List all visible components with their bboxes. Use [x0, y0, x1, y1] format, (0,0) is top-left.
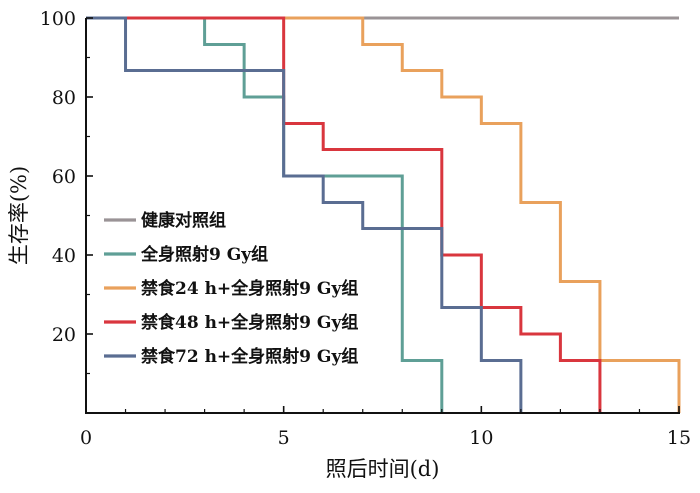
legend-label-4: 禁食48 h+全身照射9 Gy组 — [141, 312, 358, 333]
y-tick-label: 80 — [52, 87, 76, 109]
legend-label-5: 禁食72 h+全身照射9 Gy组 — [141, 346, 358, 367]
legend-label-2: 全身照射9 Gy组 — [140, 244, 268, 265]
x-tick-label: 10 — [469, 427, 493, 449]
legend-label-3: 禁食24 h+全身照射9 Gy组 — [141, 278, 358, 299]
series-line-3 — [86, 16, 681, 413]
survival-curves — [86, 16, 681, 413]
y-tick-label: 40 — [52, 245, 76, 267]
series-line-5 — [86, 16, 523, 413]
x-tick-label: 0 — [80, 427, 92, 449]
series-line-4 — [86, 16, 602, 413]
y-tick-label: 60 — [52, 166, 76, 188]
x-ticks: 0 5 10 15 — [80, 406, 691, 449]
x-tick-label: 15 — [667, 427, 691, 449]
y-axis-title: 生存率(%) — [7, 166, 31, 265]
y-ticks: 20 40 60 80 100 — [40, 8, 93, 375]
x-tick-label: 5 — [278, 427, 290, 449]
legend-label-1: 健康对照组 — [141, 210, 226, 231]
y-tick-label: 20 — [52, 324, 76, 346]
x-axis-title: 照后时间(d) — [326, 457, 440, 481]
y-tick-label: 100 — [40, 8, 76, 30]
